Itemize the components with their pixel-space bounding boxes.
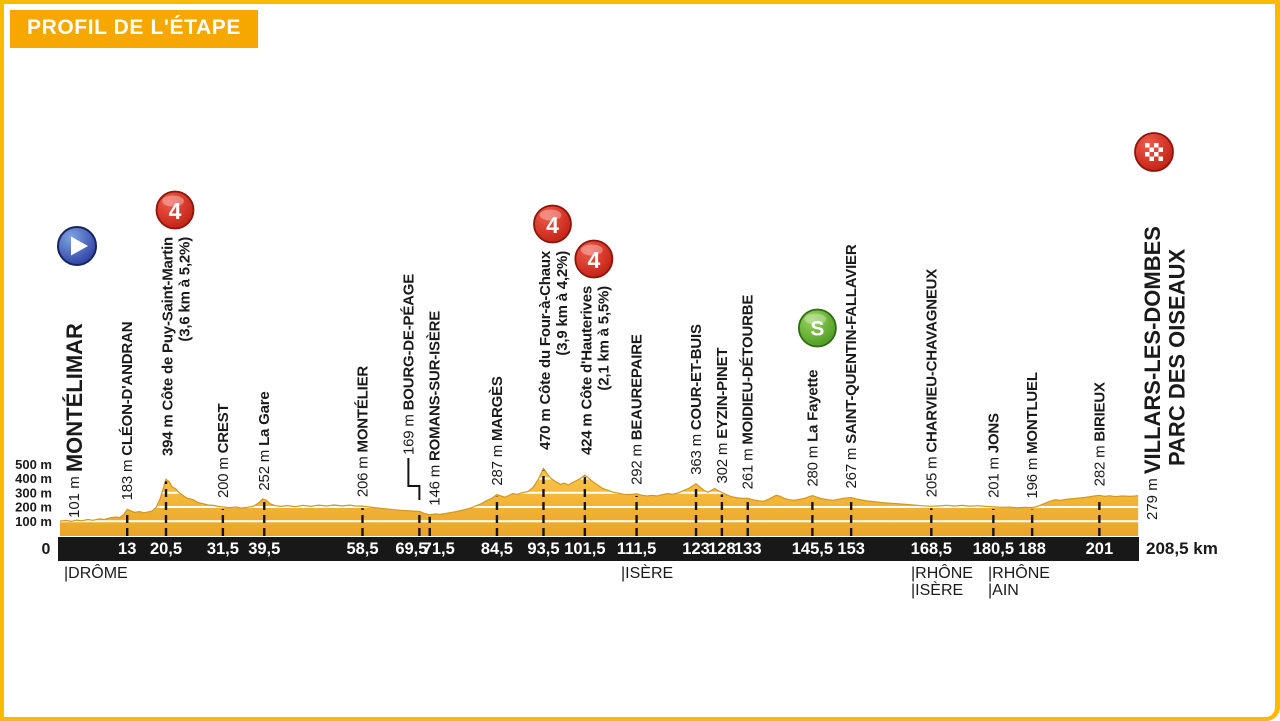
waypoint-label: 206 m MONTÉLIER <box>354 366 371 498</box>
checker-square <box>1149 156 1154 161</box>
climb-label: 424 m Côte d'Hauterives <box>578 286 595 455</box>
elevation-scale-label: 400 m <box>15 471 52 486</box>
axis-start-label: 0 <box>42 541 51 558</box>
waypoint-label: 287 m MARGÈS <box>488 376 505 486</box>
axis-tick-label: 188 <box>1018 540 1046 558</box>
axis-tick-label: 133 <box>734 540 762 558</box>
axis-tick-label: 123 <box>682 540 710 558</box>
axis-tick-label: 201 <box>1086 540 1114 558</box>
checker-square <box>1154 143 1159 148</box>
climb-gradient-label: (3,9 km à 4,2%) <box>554 251 571 356</box>
checker-square <box>1154 152 1159 157</box>
climb-label: 394 m Côte de Puy-Saint-Martin <box>160 237 177 456</box>
start-icon <box>57 226 97 266</box>
category-4-label: 4 <box>546 212 559 238</box>
axis-bar <box>58 537 1139 561</box>
axis-tick-label: 31,5 <box>207 540 239 558</box>
category-4-icon: 4 <box>574 239 614 279</box>
checker-square <box>1145 152 1150 157</box>
checker-square <box>1149 147 1154 152</box>
icon-gloss <box>539 209 562 221</box>
sprint-icon: S <box>797 308 837 348</box>
axis-tick-label: 128 <box>708 540 736 558</box>
waypoint-label: 183 m CLÉON-D'ANDRAN <box>119 322 136 501</box>
waypoint-label: 205 m CHARVIEU-CHAVAGNEUX <box>923 269 940 498</box>
axis-tick-label: 168,5 <box>911 540 952 558</box>
waypoint-label: 201 m JONS <box>985 413 1002 498</box>
axis-tick-label: 84,5 <box>481 540 513 558</box>
badge-label: PROFIL DE L'ÉTAPE <box>27 16 241 39</box>
stage-profile-badge: PROFIL DE L'ÉTAPE <box>10 10 258 48</box>
checker-square <box>1158 156 1163 161</box>
waypoint-label: 292 m BEAUREPAIRE <box>628 334 645 485</box>
icon-gloss <box>162 195 185 207</box>
category-4-icon: 4 <box>155 190 195 230</box>
profile-edge <box>59 467 1139 523</box>
department-label: |RHÔNE <box>911 563 973 582</box>
elevation-scale-label: 300 m <box>15 485 52 500</box>
waypoint-label: 302 m EYZIN-PINET <box>713 348 730 484</box>
finish-label-line2: PARC DES OISEAUX <box>1165 248 1190 466</box>
icon-gloss <box>580 244 603 256</box>
waypoint-label: 200 m CREST <box>214 403 231 498</box>
finish-icon <box>1134 132 1174 172</box>
waypoint-label: 169 m BOURG-DE-PÉAGE <box>400 274 417 455</box>
waypoint-label: 146 m ROMANS-SUR-ISÈRE <box>426 311 443 506</box>
axis-tick-label: 93,5 <box>527 540 559 558</box>
waypoint-label: 282 m BIRIEUX <box>1091 382 1108 486</box>
axis-tick-label: 145,5 <box>792 540 833 558</box>
department-label: |ISÈRE <box>911 580 963 599</box>
axis-tick-label: 101,5 <box>564 540 605 558</box>
profile-area <box>60 468 1139 536</box>
axis-tick-label: 58,5 <box>346 540 378 558</box>
distance-total-label: 208,5 km <box>1146 539 1218 558</box>
play-triangle <box>71 236 88 256</box>
checker-square <box>1158 147 1163 152</box>
climb-gradient-label: (2,1 km à 5,5%) <box>595 286 612 391</box>
waypoint-label: 261 m MOIDIEU-DÉTOURBE <box>739 295 756 490</box>
start-label: 101 m MONTÉLIMAR <box>62 323 87 518</box>
axis-tick-label: 13 <box>118 540 136 558</box>
elevation-scale-label: 200 m <box>15 500 52 515</box>
elevation-scale-label: 500 m <box>15 457 52 472</box>
category-4-icon: 4 <box>533 204 572 244</box>
axis-tick-label: 39,5 <box>248 540 280 558</box>
checker-square <box>1145 143 1150 148</box>
connector-line <box>407 458 421 500</box>
category-4-label: 4 <box>169 198 182 224</box>
department-label: |ISÈRE <box>621 563 673 582</box>
axis-tick-label: 153 <box>837 540 865 558</box>
axis-tick-label: 71,5 <box>423 540 455 558</box>
climb-label: 470 m Côte du Four-à-Chaux <box>537 250 554 450</box>
finish-label: 279 m VILLARS-LES-DOMBES <box>1140 226 1165 520</box>
icon-gloss <box>804 313 827 325</box>
department-label: |AIN <box>988 582 1019 599</box>
waypoint-label: 196 m MONTLUEL <box>1024 372 1041 498</box>
axis-tick-label: 69,5 <box>395 540 427 558</box>
sprint-label: S <box>810 318 824 341</box>
axis-tick-label: 20,5 <box>150 540 182 558</box>
department-label: |RHÔNE <box>988 563 1050 582</box>
axis-tick-label: 111,5 <box>617 540 656 558</box>
waypoint-label: 267 m SAINT-QUENTIN-FALLAVIER <box>843 244 860 488</box>
elevation-scale-label: 100 m <box>15 514 52 529</box>
waypoint-label: 280 m La Fayette <box>804 370 821 487</box>
waypoint-label: 252 m La Gare <box>256 391 273 490</box>
category-4-label: 4 <box>587 247 600 273</box>
climb-gradient-label: (3,6 km à 5,2%) <box>177 237 194 342</box>
axis-tick-label: 180,5 <box>973 540 1014 558</box>
department-label: |DRÔME <box>64 563 128 582</box>
waypoint-label: 363 m COUR-ET-BUIS <box>688 324 705 475</box>
